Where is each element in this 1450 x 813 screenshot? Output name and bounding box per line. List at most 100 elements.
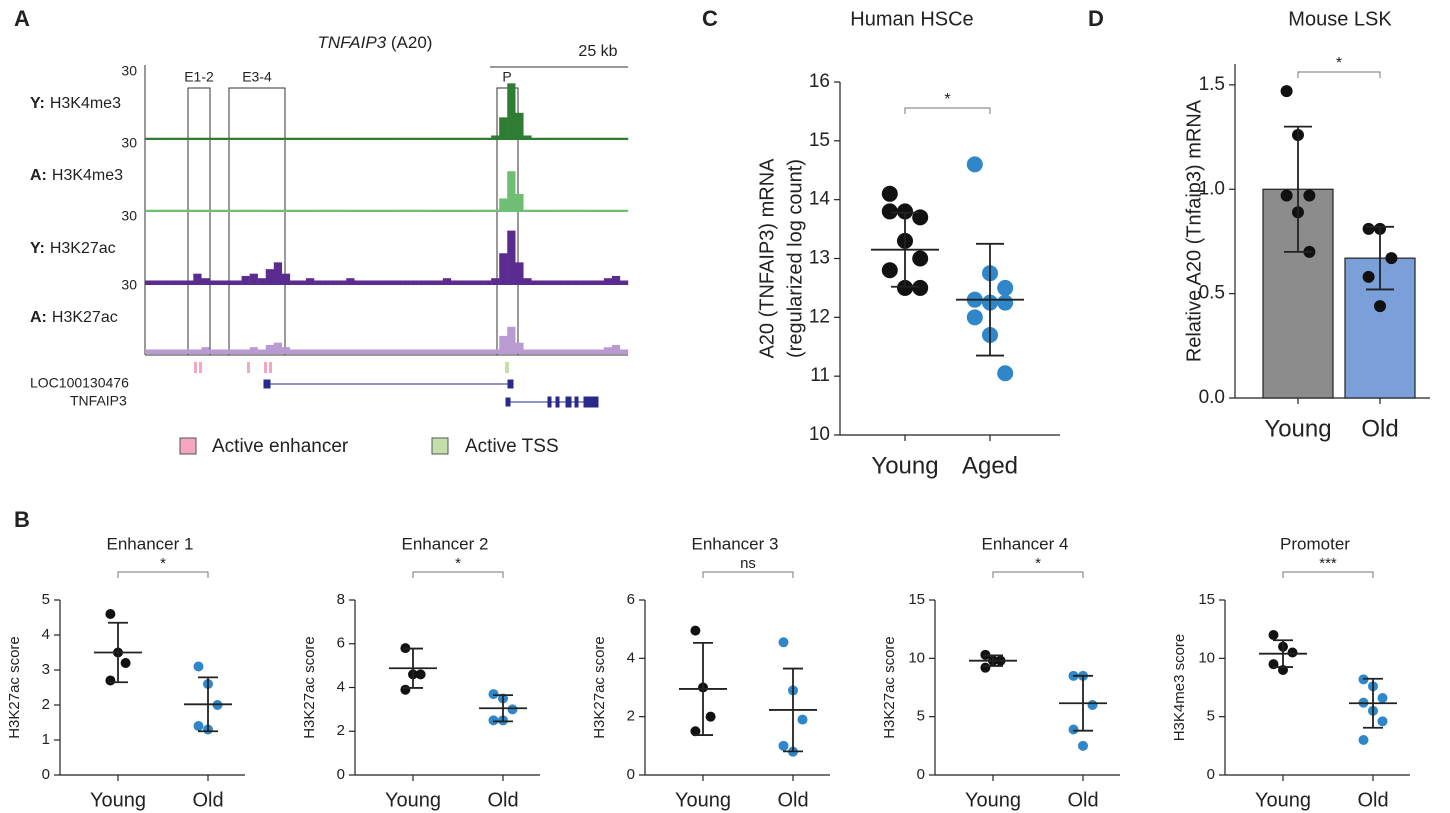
data-point xyxy=(966,309,983,326)
track-mark: H3K27ac xyxy=(50,240,116,257)
y-tick-label: 2 xyxy=(337,722,345,739)
signal-bin xyxy=(611,209,621,212)
signal-bin xyxy=(185,280,194,285)
signal-bin xyxy=(370,280,379,285)
y-tick-label: 14 xyxy=(809,189,831,210)
signal-bin xyxy=(531,209,540,212)
signal-bin xyxy=(314,349,323,354)
enhancer-mark xyxy=(199,362,202,373)
data-point xyxy=(1362,270,1375,283)
gene-models xyxy=(263,379,599,408)
y-axis-label: H3K27ac score xyxy=(6,636,23,739)
track-group: A: xyxy=(30,167,47,184)
exon xyxy=(565,396,572,408)
region-label: P xyxy=(502,69,511,85)
signal-bin xyxy=(450,137,460,140)
signal-bin xyxy=(418,349,427,354)
track-mark: H3K4me3 xyxy=(50,95,121,112)
signal-bin xyxy=(499,198,508,212)
x-tick-label: Young xyxy=(871,452,938,479)
signal-bin xyxy=(458,349,468,354)
signal-bin xyxy=(338,280,347,285)
data-point xyxy=(488,715,499,726)
data-point xyxy=(897,203,913,220)
signal-bin xyxy=(394,137,403,140)
signal-bin xyxy=(362,280,371,285)
signal-bin xyxy=(370,209,379,212)
signal-bin xyxy=(539,137,548,140)
data-point xyxy=(690,625,701,636)
track-mark: H3K4me3 xyxy=(52,167,123,184)
significance-label: * xyxy=(1336,55,1342,72)
signal-bin xyxy=(201,209,210,212)
signal-bin xyxy=(539,280,548,285)
y-axis-label: A20 (TNFAIP3) mRNA xyxy=(756,158,778,359)
y-axis-label: H3K27ac score xyxy=(881,636,898,739)
signal-bin xyxy=(185,209,194,212)
signal-bin xyxy=(458,137,468,140)
gene-name: TNFAIP3 xyxy=(318,33,387,52)
significance-bracket xyxy=(1282,571,1374,578)
signal-bin xyxy=(257,209,266,212)
signal-bin xyxy=(161,349,170,354)
signal-bin xyxy=(217,280,226,285)
signal-bin xyxy=(354,209,363,212)
data-point xyxy=(778,637,789,648)
enhancer-mark xyxy=(194,362,197,373)
signal-bin xyxy=(434,349,444,354)
signal-bin xyxy=(273,137,283,140)
significance-label: ns xyxy=(740,555,756,572)
chart-title: Enhancer 4 xyxy=(982,534,1069,553)
exon xyxy=(574,396,579,408)
signal-bin xyxy=(394,280,403,285)
data-point xyxy=(193,661,204,672)
signal-bin xyxy=(531,349,540,354)
signal-bin xyxy=(523,209,532,212)
chart-title: Mouse LSK xyxy=(1288,8,1392,30)
y-tick-label: 4 xyxy=(337,678,345,695)
signal-bin xyxy=(563,137,572,140)
track-label: A: H3K27ac xyxy=(30,309,118,326)
signal-bin xyxy=(547,280,556,285)
signal-bin xyxy=(346,209,355,212)
signal-bin xyxy=(297,209,307,212)
y-tick-label: 5 xyxy=(42,591,50,608)
track-group: A: xyxy=(30,309,47,326)
signal-bin xyxy=(515,112,524,140)
signal-bin xyxy=(322,349,331,354)
data-point xyxy=(980,662,991,673)
x-tick-label: Young xyxy=(675,789,731,811)
signal-bin xyxy=(378,137,387,140)
signal-bin xyxy=(249,273,258,285)
signal-bin xyxy=(595,349,605,354)
data-point xyxy=(881,262,898,279)
signal-bin xyxy=(297,349,307,354)
data-point xyxy=(797,714,808,725)
signal-bin xyxy=(169,137,178,140)
exon xyxy=(505,397,511,407)
signal-bin xyxy=(507,83,516,140)
signal-bin xyxy=(289,280,299,285)
exon xyxy=(263,379,271,389)
significance-bracket xyxy=(1297,71,1381,78)
y-tick-label: 1.5 xyxy=(1199,74,1225,95)
y-tick-label: 0 xyxy=(917,766,925,783)
signal-bin xyxy=(603,347,613,354)
signal-bin xyxy=(402,209,411,212)
signal-bin xyxy=(201,347,210,354)
data-point xyxy=(997,294,1014,311)
signal-bin xyxy=(217,349,226,354)
signal-bin xyxy=(523,349,532,354)
data-point xyxy=(1362,222,1375,235)
signal-bin xyxy=(394,349,403,354)
signal-bin xyxy=(467,137,476,140)
signal-bin xyxy=(346,349,355,354)
region-label: E1-2 xyxy=(184,69,214,85)
signal-bin xyxy=(539,209,548,212)
signal-bin xyxy=(153,137,162,140)
signal-bin xyxy=(410,137,419,140)
signal-bin xyxy=(579,209,588,212)
data-point xyxy=(897,279,913,296)
signal-bin xyxy=(587,349,596,354)
y-tick-label: 0 xyxy=(627,766,635,783)
